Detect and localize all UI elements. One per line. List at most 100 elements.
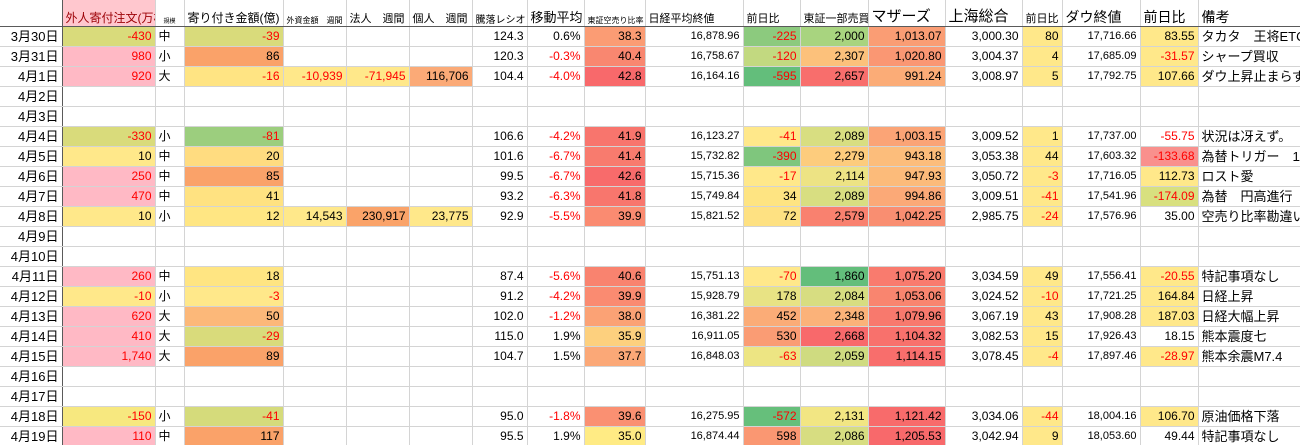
cell-foreign[interactable]: 620: [62, 306, 156, 327]
cell-shanghai_chg[interactable]: 49: [1022, 266, 1063, 287]
cell-foreign[interactable]: -430: [62, 26, 156, 47]
cell-hojin[interactable]: [346, 406, 410, 427]
cell-foreign[interactable]: 980: [62, 46, 156, 67]
cell-mothers[interactable]: 991.24: [868, 66, 946, 87]
cell-hojin[interactable]: [346, 166, 410, 187]
date-cell[interactable]: 4月18日: [0, 406, 63, 427]
cell-dow[interactable]: 18,004.16: [1062, 406, 1141, 427]
cell-gaishi[interactable]: [283, 246, 347, 267]
cell-tse1[interactable]: 2,089: [800, 126, 869, 147]
cell-nikkei_chg[interactable]: -17: [743, 166, 801, 187]
cell-gaishi[interactable]: [283, 346, 347, 367]
cell-nikkei_chg[interactable]: [743, 86, 801, 107]
cell-nikkei_chg[interactable]: [743, 386, 801, 407]
cell-open_amt[interactable]: 41: [184, 186, 284, 207]
cell-foreign[interactable]: 410: [62, 326, 156, 347]
header-cell-note[interactable]: 備考: [1198, 0, 1300, 27]
cell-tse1[interactable]: 2,086: [800, 426, 869, 445]
cell-open_amt[interactable]: 50: [184, 306, 284, 327]
cell-gaishi[interactable]: -10,939: [283, 66, 347, 87]
cell-shanghai_chg[interactable]: 9: [1022, 426, 1063, 445]
cell-tse1[interactable]: 2,000: [800, 26, 869, 47]
cell-dow_chg[interactable]: -31.57: [1140, 46, 1199, 67]
cell-nikkei_chg[interactable]: 530: [743, 326, 801, 347]
cell-ma[interactable]: -4.2%: [527, 126, 585, 147]
cell-mothers[interactable]: 943.18: [868, 146, 946, 167]
cell-short[interactable]: 40.4: [584, 46, 646, 67]
cell-size[interactable]: 小: [155, 46, 185, 67]
cell-foreign[interactable]: [62, 106, 156, 127]
cell-open_amt[interactable]: 20: [184, 146, 284, 167]
cell-nikkei[interactable]: [645, 86, 744, 107]
cell-foreign[interactable]: [62, 226, 156, 247]
cell-size[interactable]: [155, 86, 185, 107]
cell-kojin[interactable]: [409, 306, 473, 327]
date-cell[interactable]: 3月31日: [0, 46, 63, 67]
cell-open_amt[interactable]: -3: [184, 286, 284, 307]
cell-note[interactable]: [1198, 106, 1300, 127]
cell-hojin[interactable]: [346, 46, 410, 67]
cell-shanghai_chg[interactable]: 15: [1022, 326, 1063, 347]
cell-mothers[interactable]: [868, 226, 946, 247]
cell-size[interactable]: 中: [155, 146, 185, 167]
cell-note[interactable]: 熊本震度七: [1198, 326, 1300, 347]
cell-ratio[interactable]: 95.0: [472, 406, 528, 427]
cell-tse1[interactable]: [800, 386, 869, 407]
cell-short[interactable]: 35.9: [584, 326, 646, 347]
cell-ratio[interactable]: 120.3: [472, 46, 528, 67]
cell-gaishi[interactable]: [283, 366, 347, 387]
cell-shanghai[interactable]: [945, 226, 1023, 247]
cell-mothers[interactable]: 994.86: [868, 186, 946, 207]
cell-hojin[interactable]: [346, 266, 410, 287]
cell-tse1[interactable]: 1,860: [800, 266, 869, 287]
cell-nikkei[interactable]: 16,275.95: [645, 406, 744, 427]
cell-short[interactable]: 42.6: [584, 166, 646, 187]
cell-short[interactable]: [584, 226, 646, 247]
cell-kojin[interactable]: [409, 186, 473, 207]
cell-open_amt[interactable]: 89: [184, 346, 284, 367]
cell-size[interactable]: 小: [155, 406, 185, 427]
cell-gaishi[interactable]: [283, 286, 347, 307]
cell-dow[interactable]: 17,685.09: [1062, 46, 1141, 67]
cell-short[interactable]: 41.4: [584, 146, 646, 167]
cell-foreign[interactable]: 1,740: [62, 346, 156, 367]
header-cell-open_amt[interactable]: 寄り付き金額(億): [184, 0, 284, 27]
cell-short[interactable]: 42.8: [584, 66, 646, 87]
cell-ratio[interactable]: [472, 386, 528, 407]
cell-kojin[interactable]: [409, 246, 473, 267]
cell-shanghai[interactable]: [945, 386, 1023, 407]
cell-kojin[interactable]: [409, 146, 473, 167]
cell-ratio[interactable]: 124.3: [472, 26, 528, 47]
cell-dow[interactable]: 17,541.96: [1062, 186, 1141, 207]
cell-mothers[interactable]: [868, 246, 946, 267]
cell-mothers[interactable]: 1,079.96: [868, 306, 946, 327]
cell-nikkei[interactable]: 16,911.05: [645, 326, 744, 347]
date-cell[interactable]: 4月17日: [0, 386, 63, 407]
cell-size[interactable]: [155, 246, 185, 267]
cell-size[interactable]: 中: [155, 426, 185, 445]
cell-note[interactable]: 原油価格下落: [1198, 406, 1300, 427]
cell-open_amt[interactable]: 12: [184, 206, 284, 227]
cell-nikkei_chg[interactable]: [743, 226, 801, 247]
cell-gaishi[interactable]: [283, 186, 347, 207]
cell-size[interactable]: [155, 366, 185, 387]
cell-kojin[interactable]: [409, 426, 473, 445]
cell-ma[interactable]: -5.6%: [527, 266, 585, 287]
cell-size[interactable]: 中: [155, 186, 185, 207]
cell-hojin[interactable]: [346, 246, 410, 267]
cell-short[interactable]: [584, 246, 646, 267]
date-cell[interactable]: 4月13日: [0, 306, 63, 327]
cell-dow_chg[interactable]: -28.97: [1140, 346, 1199, 367]
cell-dow_chg[interactable]: [1140, 226, 1199, 247]
cell-shanghai[interactable]: 3,009.52: [945, 126, 1023, 147]
cell-ratio[interactable]: 104.7: [472, 346, 528, 367]
header-cell-hojin[interactable]: 法人 週間: [346, 0, 410, 27]
cell-ma[interactable]: [527, 86, 585, 107]
cell-shanghai_chg[interactable]: [1022, 226, 1063, 247]
cell-ratio[interactable]: 87.4: [472, 266, 528, 287]
cell-ma[interactable]: 0.6%: [527, 26, 585, 47]
cell-nikkei_chg[interactable]: 178: [743, 286, 801, 307]
cell-mothers[interactable]: 1,053.06: [868, 286, 946, 307]
cell-tse1[interactable]: 2,668: [800, 326, 869, 347]
cell-nikkei[interactable]: 15,821.52: [645, 206, 744, 227]
